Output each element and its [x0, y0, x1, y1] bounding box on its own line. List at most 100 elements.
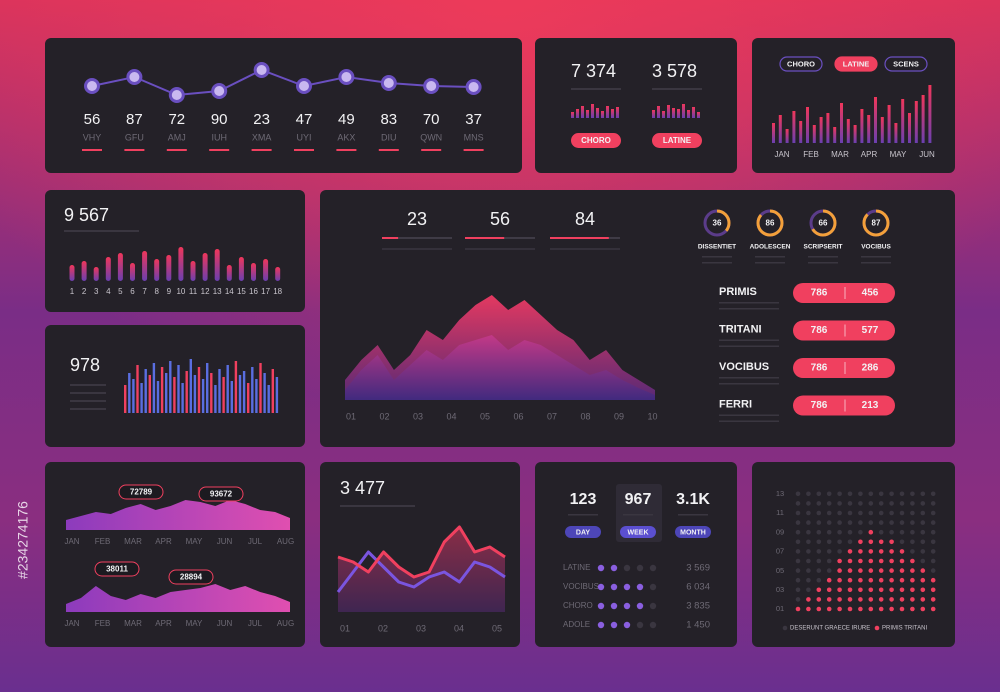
x-label: 05 — [492, 623, 502, 633]
button[interactable] — [571, 133, 621, 148]
dot — [636, 602, 644, 610]
bar — [140, 383, 143, 413]
panel — [45, 38, 522, 173]
line-dot — [84, 78, 100, 94]
matrix-dot — [878, 587, 884, 593]
x-label: 02 — [379, 411, 389, 421]
dot — [610, 621, 618, 629]
matrix-dot — [858, 529, 863, 535]
bar — [846, 119, 850, 143]
pill[interactable] — [834, 56, 878, 72]
matrix-dot — [889, 587, 894, 593]
matrix-dot — [826, 520, 832, 525]
stat-track — [382, 237, 452, 239]
legend-label: DESERUNT GRAECE IRURE — [790, 626, 870, 632]
bar — [819, 117, 823, 143]
pill-label: CHORO — [787, 59, 815, 68]
x-label: 14 — [225, 287, 234, 296]
stat-value: 23 — [407, 209, 427, 229]
row-pill — [793, 358, 895, 378]
bar — [160, 367, 164, 413]
matrix-dot — [868, 549, 874, 554]
matrix-dot — [795, 587, 801, 593]
button[interactable] — [565, 526, 601, 538]
matrix-dot — [795, 549, 801, 554]
bar — [259, 363, 262, 413]
area — [345, 335, 655, 400]
gauge-arc — [756, 209, 784, 237]
matrix-dot — [795, 558, 801, 564]
x-label: 10 — [176, 287, 185, 296]
underline — [336, 149, 357, 151]
button[interactable] — [620, 526, 656, 538]
bar — [267, 385, 270, 413]
button[interactable] — [675, 526, 711, 538]
matrix-dot — [910, 520, 915, 525]
matrix-dot — [837, 577, 842, 583]
x-label: 06 — [513, 411, 523, 421]
row-value: 786 — [811, 400, 828, 411]
matrix-dot — [795, 577, 801, 583]
x-label: 4 — [106, 287, 111, 296]
stat-value: 72 — [168, 111, 185, 128]
row-name: CHORO — [563, 601, 593, 610]
matrix-dot — [910, 529, 915, 535]
x-label: 1 — [70, 287, 75, 296]
matrix-dot — [910, 510, 915, 516]
bar — [117, 253, 123, 281]
line-dot — [380, 75, 397, 91]
button[interactable] — [652, 133, 702, 148]
matrix-dot — [930, 491, 936, 497]
matrix-dot — [837, 529, 842, 535]
stat-value: 56 — [84, 111, 101, 128]
month-label: JUN — [217, 537, 233, 546]
bar — [880, 117, 884, 143]
matrix-dot — [806, 606, 811, 612]
gauge-value: 86 — [766, 219, 775, 228]
matrix-dot — [816, 520, 822, 525]
line — [337, 525, 506, 579]
matrix-dot — [899, 549, 905, 554]
bar — [178, 247, 184, 281]
matrix-dot — [816, 568, 822, 573]
x-label: 01 — [340, 623, 350, 633]
caption-line — [678, 514, 708, 516]
stat-label: XMA — [252, 132, 272, 142]
bar — [263, 259, 269, 281]
pill[interactable] — [884, 56, 928, 72]
x-label: 2 — [82, 287, 87, 296]
matrix-dot — [816, 597, 822, 602]
matrix-dot — [878, 520, 884, 525]
stat-label: GFU — [125, 132, 144, 142]
dot — [649, 564, 657, 572]
bar — [189, 359, 192, 413]
matrix-dot — [910, 568, 915, 573]
underline — [251, 149, 272, 151]
row-value: 213 — [862, 400, 879, 411]
underline — [166, 149, 187, 151]
matrix-dot — [858, 558, 863, 564]
pill[interactable] — [779, 56, 823, 72]
matrix-dot — [806, 577, 811, 583]
matrix-dot — [910, 491, 915, 497]
panel — [752, 462, 955, 647]
matrix-dot — [910, 558, 915, 564]
matrix-dot — [920, 501, 926, 506]
matrix-dot — [889, 520, 894, 525]
dot — [649, 583, 657, 591]
dot — [597, 583, 605, 591]
month-label: JUL — [248, 619, 263, 628]
matrix-dot — [826, 529, 832, 535]
bar — [93, 267, 99, 281]
matrix-dot — [868, 491, 874, 497]
bar — [190, 261, 196, 281]
matrix-dot — [920, 577, 926, 583]
pill-label: SCENS — [893, 59, 919, 68]
bar — [908, 113, 911, 143]
bar — [812, 125, 816, 143]
caption-line — [382, 248, 452, 250]
dot — [597, 602, 605, 610]
matrix-dot — [847, 549, 853, 554]
bar — [778, 115, 782, 143]
